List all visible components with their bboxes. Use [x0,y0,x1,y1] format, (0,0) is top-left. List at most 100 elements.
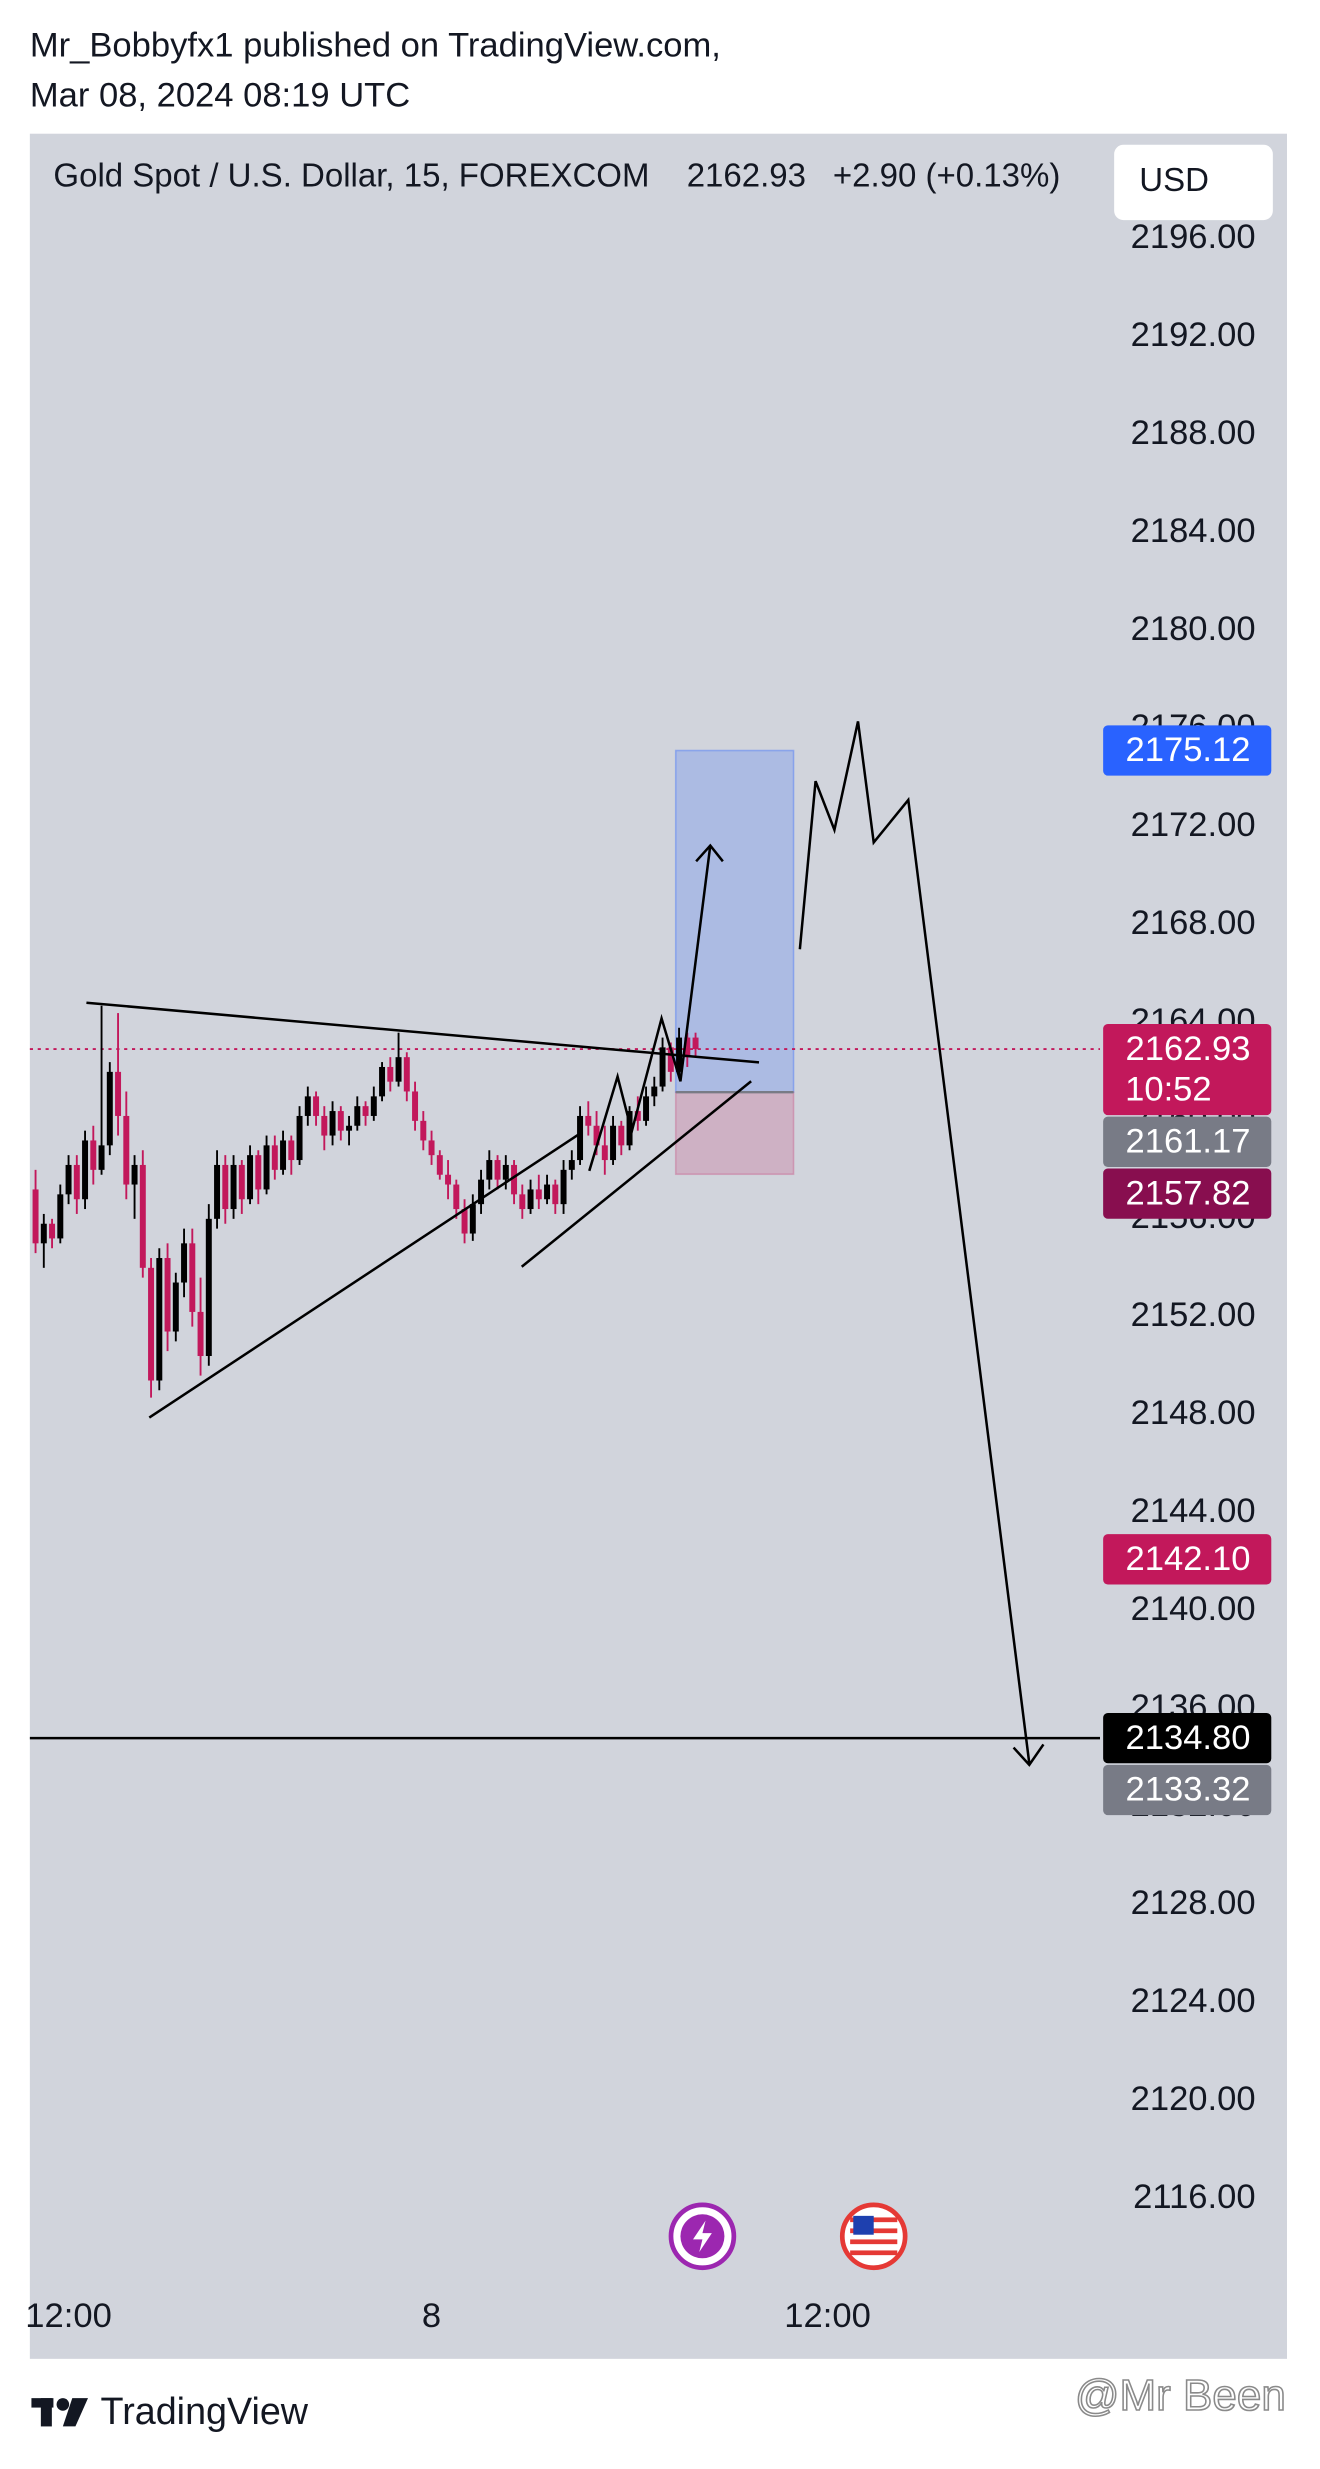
trend-line [86,1001,760,1064]
price-badge-label: 2157.82 [1126,1174,1251,1212]
candle-body [90,1140,97,1170]
candle-body [115,1071,122,1116]
price-badge [1103,1764,1272,1816]
y-tick-label: 2196.00 [1131,218,1256,256]
price-change: +2.90 (+0.13%) [833,156,1061,193]
candle-body [321,1115,328,1136]
event-icon[interactable] [839,2202,908,2271]
candle-body [527,1189,534,1210]
candle-body [288,1140,295,1161]
chart-background [29,133,1287,2359]
candle-body [610,1125,617,1161]
candle-body [280,1140,287,1170]
y-tick-label: 2172.00 [1131,806,1256,844]
candle-body [544,1184,551,1200]
brand: TradingView [101,2390,309,2432]
candle-body [337,1111,344,1131]
y-tick-label: 2124.00 [1131,1982,1256,2020]
y-tick-label: 2148.00 [1131,1394,1256,1432]
candle-body [271,1145,278,1170]
event-icon[interactable] [668,2202,737,2271]
candle-body [634,1111,641,1121]
price-badge-label: 2175.12 [1126,731,1251,769]
countdown: 10:52 [1125,1071,1212,1109]
candle-body [329,1111,336,1136]
candle-body [362,1106,369,1116]
candle-body [181,1243,188,1283]
candle-body [552,1184,559,1205]
price-badge [1103,1168,1272,1219]
y-tick-label: 2180.00 [1131,610,1256,648]
watermark: @Mr Been [1075,2371,1286,2420]
candle-body [420,1120,427,1141]
symbol-title: Gold Spot / U.S. Dollar, 15, FOREXCOM [53,156,649,193]
y-tick-label: 2192.00 [1131,316,1256,354]
candle-body [139,1164,146,1268]
candle-body [263,1145,270,1190]
y-tick-label: 2128.00 [1131,1884,1256,1922]
candle-body [197,1311,204,1357]
candle-body [445,1174,452,1185]
candle-body [49,1223,56,1239]
y-tick-label: 2116.00 [1133,2178,1255,2216]
candle-body [123,1115,130,1185]
price-badge [1103,725,1272,776]
candle-body [65,1164,72,1195]
candle-body [494,1160,501,1180]
candle-body [684,1037,691,1058]
x-tick-label: 8 [422,2297,441,2335]
x-tick-label: 12:00 [784,2297,871,2335]
candle-body [659,1047,666,1087]
candle-body [428,1140,435,1156]
candle-body [593,1125,600,1146]
candle-body [255,1155,262,1190]
y-tick-label: 2152.00 [1131,1296,1256,1334]
price-badge-label: 2134.80 [1126,1719,1251,1757]
candle-body [486,1160,493,1180]
candle-body [106,1071,113,1146]
y-tick-label: 2184.00 [1131,512,1256,550]
price-badge [1103,1023,1272,1116]
y-tick-label: 2188.00 [1131,414,1256,452]
candle-body [395,1057,402,1082]
candle-body [247,1155,254,1200]
candle-body [379,1066,386,1097]
price-badge-label: 2161.17 [1126,1122,1251,1160]
candle-body [354,1106,361,1126]
candle-body [502,1164,509,1180]
candle-body [205,1218,212,1357]
price-badge-label: 2133.32 [1126,1771,1251,1809]
candle-body [238,1164,245,1200]
y-tick-label: 2168.00 [1131,904,1256,942]
candle-body [453,1184,460,1210]
y-tick-label: 2120.00 [1131,2080,1256,2118]
candle-body [412,1091,419,1121]
price-badge [1103,1712,1272,1764]
candle-body [32,1189,39,1244]
candle-body [82,1140,89,1200]
currency-button[interactable] [1114,144,1273,221]
candle-body [461,1209,468,1234]
candle-body [222,1164,229,1210]
plot-area [29,749,1100,1740]
candle-body [40,1223,47,1244]
candle-body [73,1164,80,1200]
candle-body [560,1169,567,1205]
candle-body [667,1047,674,1072]
projection-arrow [588,843,724,1172]
x-tick-label: 12:00 [25,2297,112,2335]
candle-body [577,1115,584,1161]
candle-body [519,1194,526,1210]
stop-zone [674,1091,795,1176]
price-badge-label: 2142.10 [1126,1540,1251,1578]
drawings [86,721,1045,1767]
candle-body [98,1145,105,1170]
price-badge-label: 2162.93 [1126,1030,1251,1068]
candle-body [296,1115,303,1161]
price-badge [1103,1534,1272,1585]
candle-body [585,1115,592,1126]
candle-body [568,1160,575,1170]
price-badge [1103,1116,1272,1167]
